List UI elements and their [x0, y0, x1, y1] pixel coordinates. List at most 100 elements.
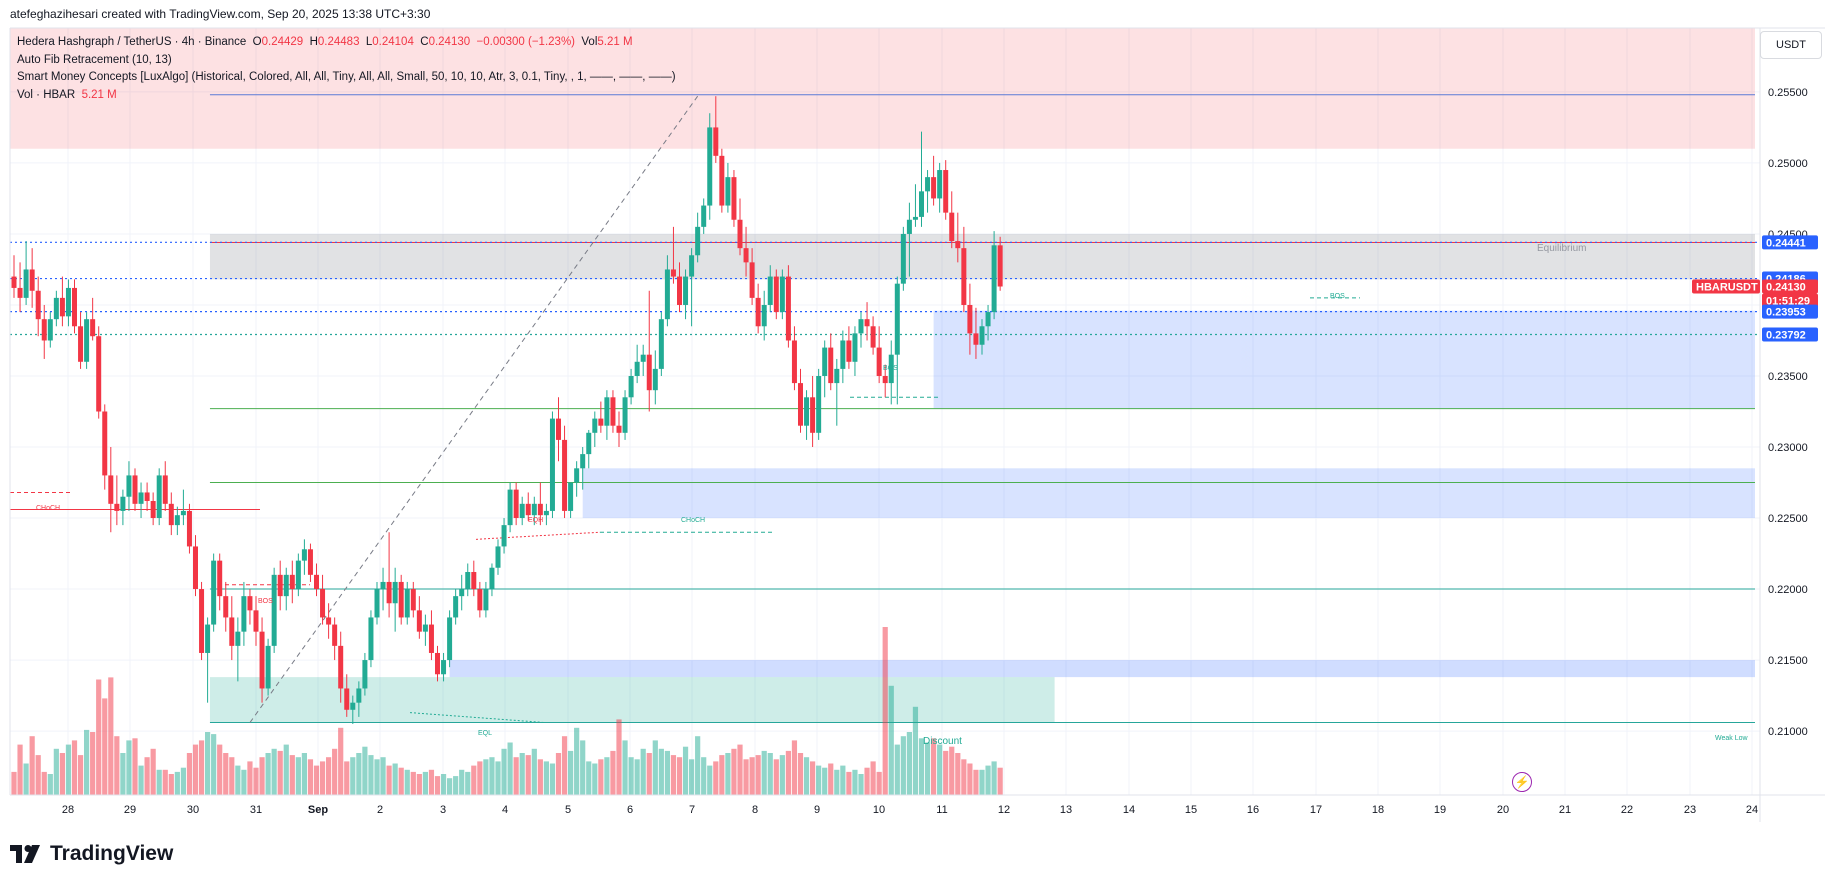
volume-bar — [102, 698, 108, 795]
volume-bar — [979, 769, 985, 795]
candle-body — [870, 326, 876, 348]
open-value: 0.24429 — [261, 36, 304, 48]
candle-body — [386, 581, 392, 604]
volume-bar — [519, 753, 525, 795]
candle-body — [864, 319, 870, 327]
candle-body — [701, 205, 707, 227]
candle-body — [973, 333, 979, 345]
volume-bar — [803, 757, 810, 795]
volume-bar — [646, 753, 652, 795]
candle-body — [205, 624, 211, 653]
candle-body — [586, 432, 592, 455]
candle-body — [350, 702, 356, 710]
volume-bar — [682, 746, 689, 795]
candle-body — [150, 500, 156, 519]
fib-trend-line — [249, 95, 699, 723]
eql-line — [409, 712, 546, 724]
candle-body — [822, 347, 828, 376]
candle-body — [477, 589, 483, 611]
volume-bar — [192, 744, 199, 795]
candle-body — [362, 660, 368, 689]
volume-bar — [537, 759, 543, 795]
volume-bar — [761, 750, 767, 795]
candle-body — [59, 297, 65, 317]
volume-bar — [816, 765, 822, 795]
candle-body — [404, 589, 410, 618]
grid — [10, 28, 1760, 795]
candle-body — [985, 312, 991, 327]
annotations: Equilibrium Discount Weak Low BOS CHoCH EQH CH… — [36, 243, 1748, 747]
candle-body — [47, 319, 53, 341]
eqh-label: EQH — [528, 517, 543, 524]
volume-bar — [616, 719, 622, 795]
candle-body — [247, 596, 253, 611]
volume-bar — [755, 755, 761, 795]
volume-bar — [41, 771, 47, 795]
volume-bar — [664, 750, 670, 795]
legend-volume[interactable]: Vol · HBAR 5.21 M — [17, 87, 676, 105]
volume-bar — [138, 765, 144, 795]
volume-bar — [156, 769, 162, 795]
time-tick-label: 23 — [1684, 804, 1696, 816]
volume-bar — [489, 757, 495, 795]
volume-bar — [592, 763, 598, 795]
currency-selector[interactable]: USDT — [1760, 31, 1822, 59]
legend-smc[interactable]: Smart Money Concepts [LuxAlgo] (Historic… — [17, 71, 676, 83]
symbol-line: Hedera Hashgraph / TetherUS · 4h · Binan… — [17, 36, 247, 48]
volume-bar — [501, 748, 507, 795]
choch-label: CHoCH — [36, 505, 60, 512]
volume-bar — [344, 761, 350, 795]
candle-body — [755, 297, 761, 327]
lightning-icon[interactable]: ⚡ — [1512, 772, 1532, 792]
volume-bar — [459, 769, 465, 795]
candle-body — [314, 574, 319, 590]
axes: 0.255000.250000.245000.235000.230000.225… — [9, 27, 1825, 822]
order-block-zone — [933, 310, 1755, 409]
volume-bar — [707, 765, 713, 795]
volume-bar — [713, 761, 719, 795]
candle-body — [840, 340, 846, 369]
candle-body — [338, 645, 344, 689]
candle-body — [925, 177, 931, 192]
price-tick-label: 0.22500 — [1768, 513, 1808, 525]
candle-body — [943, 170, 949, 213]
equilibrium-zone — [209, 233, 1756, 280]
volume-bar — [652, 740, 658, 795]
candle-body — [65, 287, 71, 317]
volume-bar — [701, 757, 707, 795]
volume-bar — [598, 759, 604, 795]
volume-bar — [223, 753, 229, 795]
time-tick-label: 17 — [1310, 804, 1322, 816]
low-value: 0.24104 — [372, 36, 414, 48]
candle-body — [834, 368, 840, 384]
price-tag-bg — [1762, 235, 1818, 250]
volume-bar — [949, 746, 955, 795]
bos-label: BOS — [1330, 293, 1345, 300]
candle-body — [785, 276, 791, 341]
volume-bar — [29, 736, 35, 795]
tradingview-logo: TradingView — [10, 842, 173, 866]
volume-bar — [586, 761, 592, 795]
candle-body — [670, 269, 676, 277]
candle-body — [277, 574, 283, 597]
price-tag-label: 0.23792 — [1766, 330, 1806, 342]
candle-body — [428, 624, 434, 653]
candle-body — [344, 688, 350, 710]
legend-fib[interactable]: Auto Fib Retracement (10, 13) — [17, 53, 172, 66]
volume-bar — [731, 748, 737, 795]
candle-body — [852, 333, 858, 362]
volume-bar — [368, 755, 374, 795]
time-tick-label: 29 — [124, 804, 136, 816]
candle-body — [749, 262, 755, 298]
candle-body — [374, 589, 380, 618]
time-tick-label: 9 — [814, 804, 820, 816]
volume-bar — [265, 753, 271, 795]
volume-bar — [477, 761, 483, 795]
price-tag-label: 0.23953 — [1766, 307, 1806, 319]
weak-low-label: Weak Low — [1715, 735, 1748, 742]
volume-bar — [126, 740, 132, 795]
volume-bar — [120, 753, 126, 795]
volume-bar — [531, 748, 537, 795]
candle-body — [326, 617, 332, 625]
